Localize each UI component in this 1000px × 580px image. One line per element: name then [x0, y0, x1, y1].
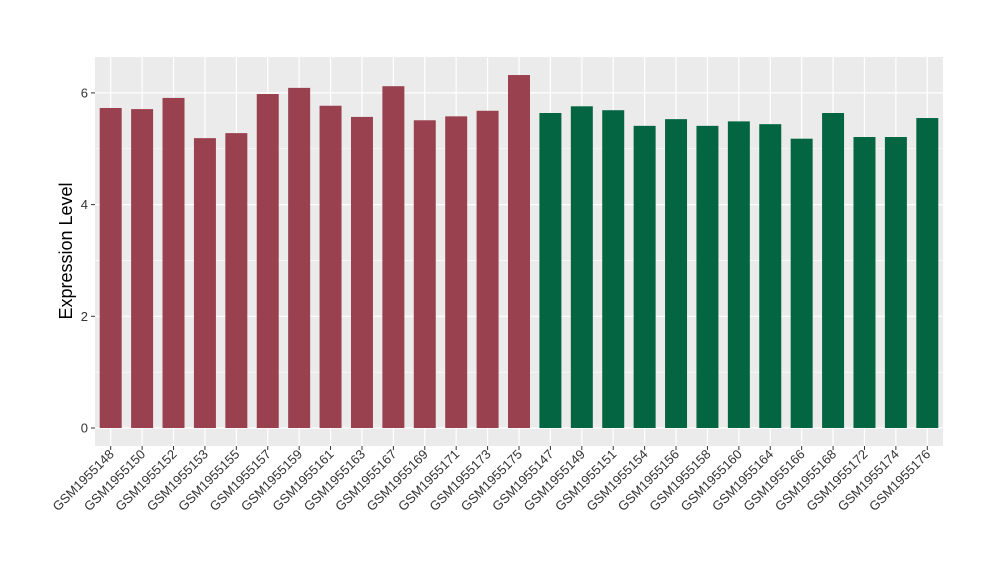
bar-GSM1955157 [256, 94, 279, 428]
bar-GSM1955158 [696, 125, 719, 428]
bar-GSM1955164 [759, 124, 782, 429]
bar-GSM1955166 [790, 138, 813, 428]
bar-GSM1955176 [916, 118, 939, 428]
y-tick-label: 4 [81, 197, 88, 212]
bar-GSM1955174 [884, 137, 907, 429]
bar-GSM1955175 [508, 75, 530, 428]
bar-GSM1955148 [99, 107, 122, 429]
x-axis: GSM1955148GSM1955150GSM1955152GSM1955153… [49, 446, 933, 514]
bar-GSM1955151 [602, 110, 625, 428]
bar-GSM1955154 [633, 125, 656, 428]
bar-GSM1955152 [162, 97, 185, 428]
bar-GSM1955150 [131, 109, 154, 428]
y-tick-label: 6 [81, 85, 88, 100]
bar-GSM1955163 [350, 116, 373, 428]
bar-GSM1955153 [193, 138, 216, 429]
bar-GSM1955160 [727, 121, 750, 429]
bar-GSM1955156 [665, 119, 688, 428]
bar-GSM1955155 [225, 133, 248, 428]
bar-GSM1955168 [822, 113, 845, 429]
y-axis-title: Expression Level [56, 182, 76, 319]
bar-GSM1955172 [853, 137, 876, 429]
y-axis: 0 2 4 6 [81, 85, 95, 436]
y-tick-label: 0 [81, 421, 88, 436]
bar-GSM1955149 [570, 106, 593, 428]
bar-GSM1955169 [413, 120, 436, 428]
y-tick-label: 2 [81, 309, 88, 324]
bar-GSM1955147 [539, 113, 562, 429]
bar-GSM1955161 [319, 105, 342, 429]
bars [99, 75, 939, 429]
bar-GSM1955167 [382, 86, 405, 428]
bar-GSM1955171 [445, 116, 468, 429]
bar-GSM1955159 [288, 87, 311, 428]
bar-GSM1955173 [476, 110, 499, 428]
